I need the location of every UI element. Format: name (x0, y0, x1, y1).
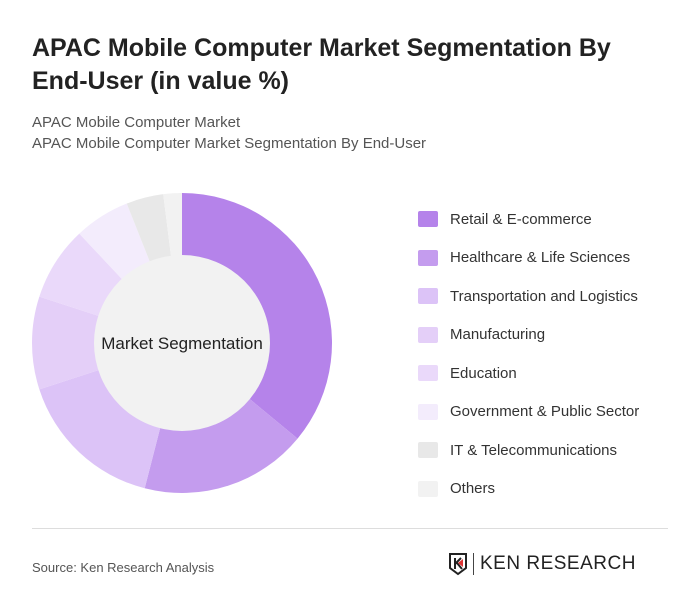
legend-label: Education (450, 364, 517, 382)
legend-label: IT & Telecommunications (450, 441, 618, 459)
legend-swatch (418, 365, 438, 382)
legend-item: Government & Public Sector (418, 393, 639, 432)
ken-research-logo: KEN RESEARCH (448, 552, 636, 576)
legend: Retail & E-commerce Healthcare & Life Sci… (418, 200, 639, 508)
legend-label: Government & Public Sector (450, 403, 640, 421)
legend-label: Transportation and Logistics (450, 287, 638, 305)
legend-swatch (418, 403, 438, 420)
legend-label: Others (450, 480, 496, 498)
legend-swatch (418, 211, 438, 228)
legend-label: Manufacturing (450, 326, 546, 344)
legend-item: IT & Telecommunications (418, 431, 639, 470)
legend-item: Retail & E-commerce (418, 200, 639, 239)
legend-item: Transportation and Logistics (418, 277, 639, 316)
legend-item: Education (418, 354, 639, 393)
logo-text: KEN RESEARCH (480, 553, 636, 574)
legend-item: Healthcare & Life Sciences (418, 239, 639, 278)
legend-item: Others (418, 470, 639, 509)
legend-swatch (418, 249, 438, 266)
donut-center (94, 255, 270, 431)
legend-swatch (418, 442, 438, 459)
divider (32, 528, 668, 529)
source-text: Source: Ken Research Analysis (32, 560, 215, 575)
chart-title: APAC Mobile Computer Market Segmentation… (32, 34, 611, 95)
legend-swatch (418, 326, 438, 343)
legend-label: Healthcare & Life Sciences (450, 249, 631, 267)
legend-label: Retail & E-commerce (450, 210, 592, 228)
legend-swatch (418, 480, 438, 497)
legend-item: Manufacturing (418, 316, 639, 355)
donut-chart: Market Segmentation (32, 193, 332, 493)
legend-swatch (418, 288, 438, 305)
ken-logo-icon (449, 553, 467, 576)
subtitle-market: APAC Mobile Computer Market (32, 114, 241, 131)
center-label: Market Segmentation (101, 334, 263, 353)
subtitle-segmentation: APAC Mobile Computer Market Segmentation… (32, 135, 427, 152)
